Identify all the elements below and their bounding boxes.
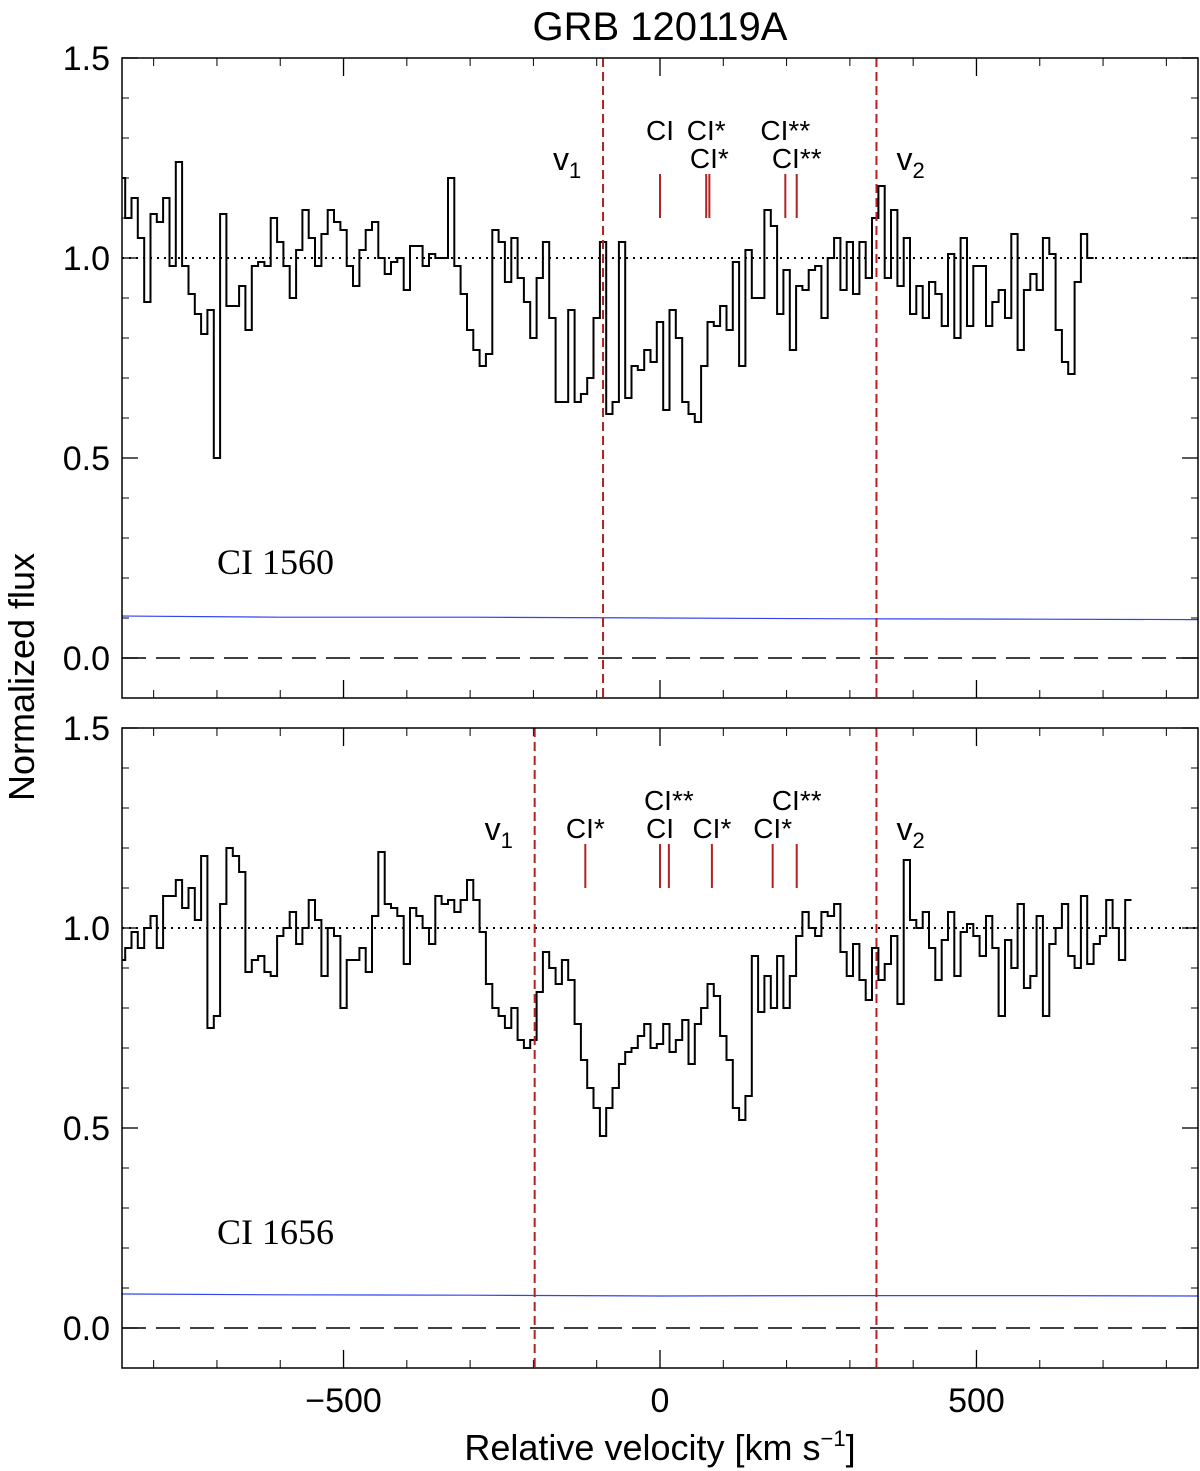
- transition-label: CI: [646, 115, 674, 146]
- v2-label-letter: v: [896, 141, 912, 177]
- v2-label-letter: v: [896, 811, 912, 847]
- v1-label: v1: [485, 811, 513, 853]
- transition-label: CI*: [753, 813, 792, 844]
- x-tick-label: −500: [305, 1382, 382, 1420]
- plot-frame: [121, 727, 1199, 1369]
- flux-spectrum: [122, 847, 1132, 1137]
- x-axis-label-main: Relative velocity [km s: [464, 1427, 820, 1468]
- v2-label-subscript: 2: [912, 158, 924, 183]
- figure-title: GRB 120119A: [533, 5, 788, 49]
- v2-label: v2: [896, 811, 924, 853]
- v1-label-subscript: 1: [569, 158, 581, 183]
- y-tick-label: 1.0: [63, 240, 110, 278]
- x-axis-label: Relative velocity [km s−1]: [464, 1426, 855, 1468]
- transition-label: CI**: [644, 785, 694, 816]
- v1-label-subscript: 1: [501, 828, 513, 853]
- y-tick-label: 1.5: [63, 40, 110, 78]
- transition-label: CI**: [772, 785, 822, 816]
- v2-label: v2: [896, 141, 924, 183]
- transition-label: CI*: [692, 813, 731, 844]
- transition-label: CI*: [687, 115, 726, 146]
- transition-label: CI: [646, 813, 674, 844]
- y-tick-label: 0.5: [63, 1110, 110, 1148]
- plot-frame: [121, 57, 1199, 699]
- x-tick-label: 500: [948, 1382, 1005, 1420]
- v2-label-subscript: 2: [912, 828, 924, 853]
- v1-label-letter: v: [553, 141, 569, 177]
- error-spectrum: [121, 1293, 1199, 1297]
- transition-label: CI**: [772, 143, 822, 174]
- y-tick-label: 1.5: [63, 710, 110, 748]
- x-tick-label: 0: [651, 1382, 670, 1420]
- y-tick-label: 0.5: [63, 440, 110, 478]
- panel-label: CI 1560: [217, 542, 334, 582]
- y-tick-label: 0.0: [63, 1310, 110, 1348]
- error-spectrum: [121, 615, 1199, 621]
- flux-spectrum: [122, 161, 1094, 459]
- v1-label: v1: [553, 141, 581, 183]
- transition-label: CI*: [690, 143, 729, 174]
- y-tick-label: 1.0: [63, 910, 110, 948]
- x-axis-label-unit-exponent: −1: [821, 1426, 846, 1451]
- x-axis-label-close: ]: [846, 1427, 856, 1468]
- y-tick-label: 0.0: [63, 640, 110, 678]
- transition-label: CI**: [760, 115, 810, 146]
- panel-label: CI 1656: [217, 1212, 334, 1252]
- v1-label-letter: v: [485, 811, 501, 847]
- y-axis-label: Normalized flux: [1, 553, 42, 801]
- transition-label: CI*: [566, 813, 605, 844]
